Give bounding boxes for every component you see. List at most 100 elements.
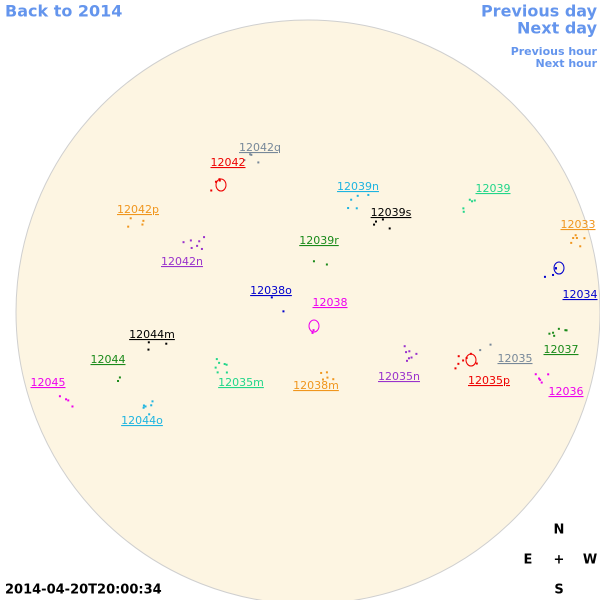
spot-pixel [127,225,130,228]
spot-pixel [320,371,323,374]
spot-pixel [58,395,61,398]
spot-pixel [564,329,567,332]
spot-pixel [198,240,201,243]
spot-pixel [579,245,582,248]
spot-pixel [216,371,219,374]
region-label: 12042q [239,141,281,154]
spot-pixel [71,405,74,408]
spot-pixel [325,263,328,266]
spot-pixel [552,331,555,334]
spot-pixel [403,345,406,348]
spot-pixel [462,210,465,213]
spot-pixel [405,359,408,362]
spot-pixel [574,234,577,237]
spot-pixel [547,373,550,376]
region-label: 12039s [371,206,412,219]
spot-pixel [321,378,324,381]
spot-pixel [225,371,228,374]
spot-pixel [210,189,213,192]
compass-south: S [554,583,563,598]
spot-pixel [538,377,541,380]
region-labels: 12042q 12042 12039n 12039 12042p 12039s 12033 1… [31,141,598,427]
spot-pixel [67,399,70,402]
region-label: 12044o [121,414,163,427]
spot-pixel [142,219,145,222]
spot-pixel [552,273,555,276]
spot-pixel [553,334,556,337]
spot-pixel [332,378,335,381]
next-day-link[interactable]: Next day [517,19,598,38]
spot-pixel [214,180,217,183]
region-label: 12038m [293,379,339,392]
spot-pixel [165,342,168,345]
region-label: 12042n [161,255,203,268]
spot-pixel [270,296,273,299]
solar-disk [15,19,600,600]
spot-pixel [367,193,370,196]
spot-pixel [557,327,560,330]
previous-hour-link[interactable]: Previous hour [511,45,598,58]
spot-pixel [462,359,465,362]
spot-pixel [543,275,546,278]
spot-pixel [374,220,377,223]
region-label: 12034 [563,288,598,301]
region-label: 12035 [498,352,533,365]
spot-pixel [250,153,253,156]
region-label: 12038 [313,296,348,309]
spot-pixel [196,244,199,247]
region-label: 12044 [91,353,126,366]
spot-contour [308,319,320,333]
spot-pixel [326,376,329,379]
spot-pixel [539,378,542,381]
compass-north: N [554,523,565,538]
spot-pixel [218,361,221,364]
spot-pixel [142,406,145,409]
spot-pixel [311,331,314,334]
next-hour-link[interactable]: Next hour [536,57,598,70]
spot-pixel [454,367,457,370]
spot-pixel [117,379,120,382]
spot-pixel [249,153,252,156]
spot-pixel [570,241,573,244]
region-label: 12039r [299,234,339,247]
spot-pixel [356,194,359,197]
spot-pixel [473,199,476,202]
spot-pixel [223,363,226,366]
previous-day-link[interactable]: Previous day [481,2,598,21]
spot-pixel [200,247,203,250]
region-label: 12042p [117,203,159,216]
spot-pixel [415,352,418,355]
spot-pixel [182,241,185,244]
spot-contour [553,261,565,275]
spot-pixel [215,358,218,361]
back-link[interactable]: Back to 2014 [5,2,122,21]
region-label: 12037 [544,343,579,356]
spot-pixel [147,348,150,351]
spot-pixel [575,237,578,240]
spot-pixel [405,351,408,354]
compass-east: E [524,553,533,568]
spot-pixel [583,237,586,240]
region-label: 12039n [337,180,379,193]
spot-pixel [142,404,145,407]
spot-pixel [144,405,147,408]
region-label: 12033 [561,218,596,231]
spot-pixel [129,217,132,220]
spot-pixel [468,198,471,201]
spot-pixel [572,237,575,240]
region-label: 12035m [218,376,264,389]
spot-pixel [150,404,153,407]
sunspot-layer [58,153,586,416]
spot-pixel [325,371,328,374]
spot-pixel [203,236,206,239]
region-label: 12035p [468,374,510,387]
region-label: 12042 [211,156,246,169]
spot-pixel [388,227,391,230]
spot-pixel [118,376,121,379]
spot-pixel [189,239,192,242]
region-label: 12039 [476,182,511,195]
spot-pixel [548,332,551,335]
spot-pixel [554,267,557,270]
spot-pixel [475,362,478,365]
spot-pixel [65,398,68,401]
